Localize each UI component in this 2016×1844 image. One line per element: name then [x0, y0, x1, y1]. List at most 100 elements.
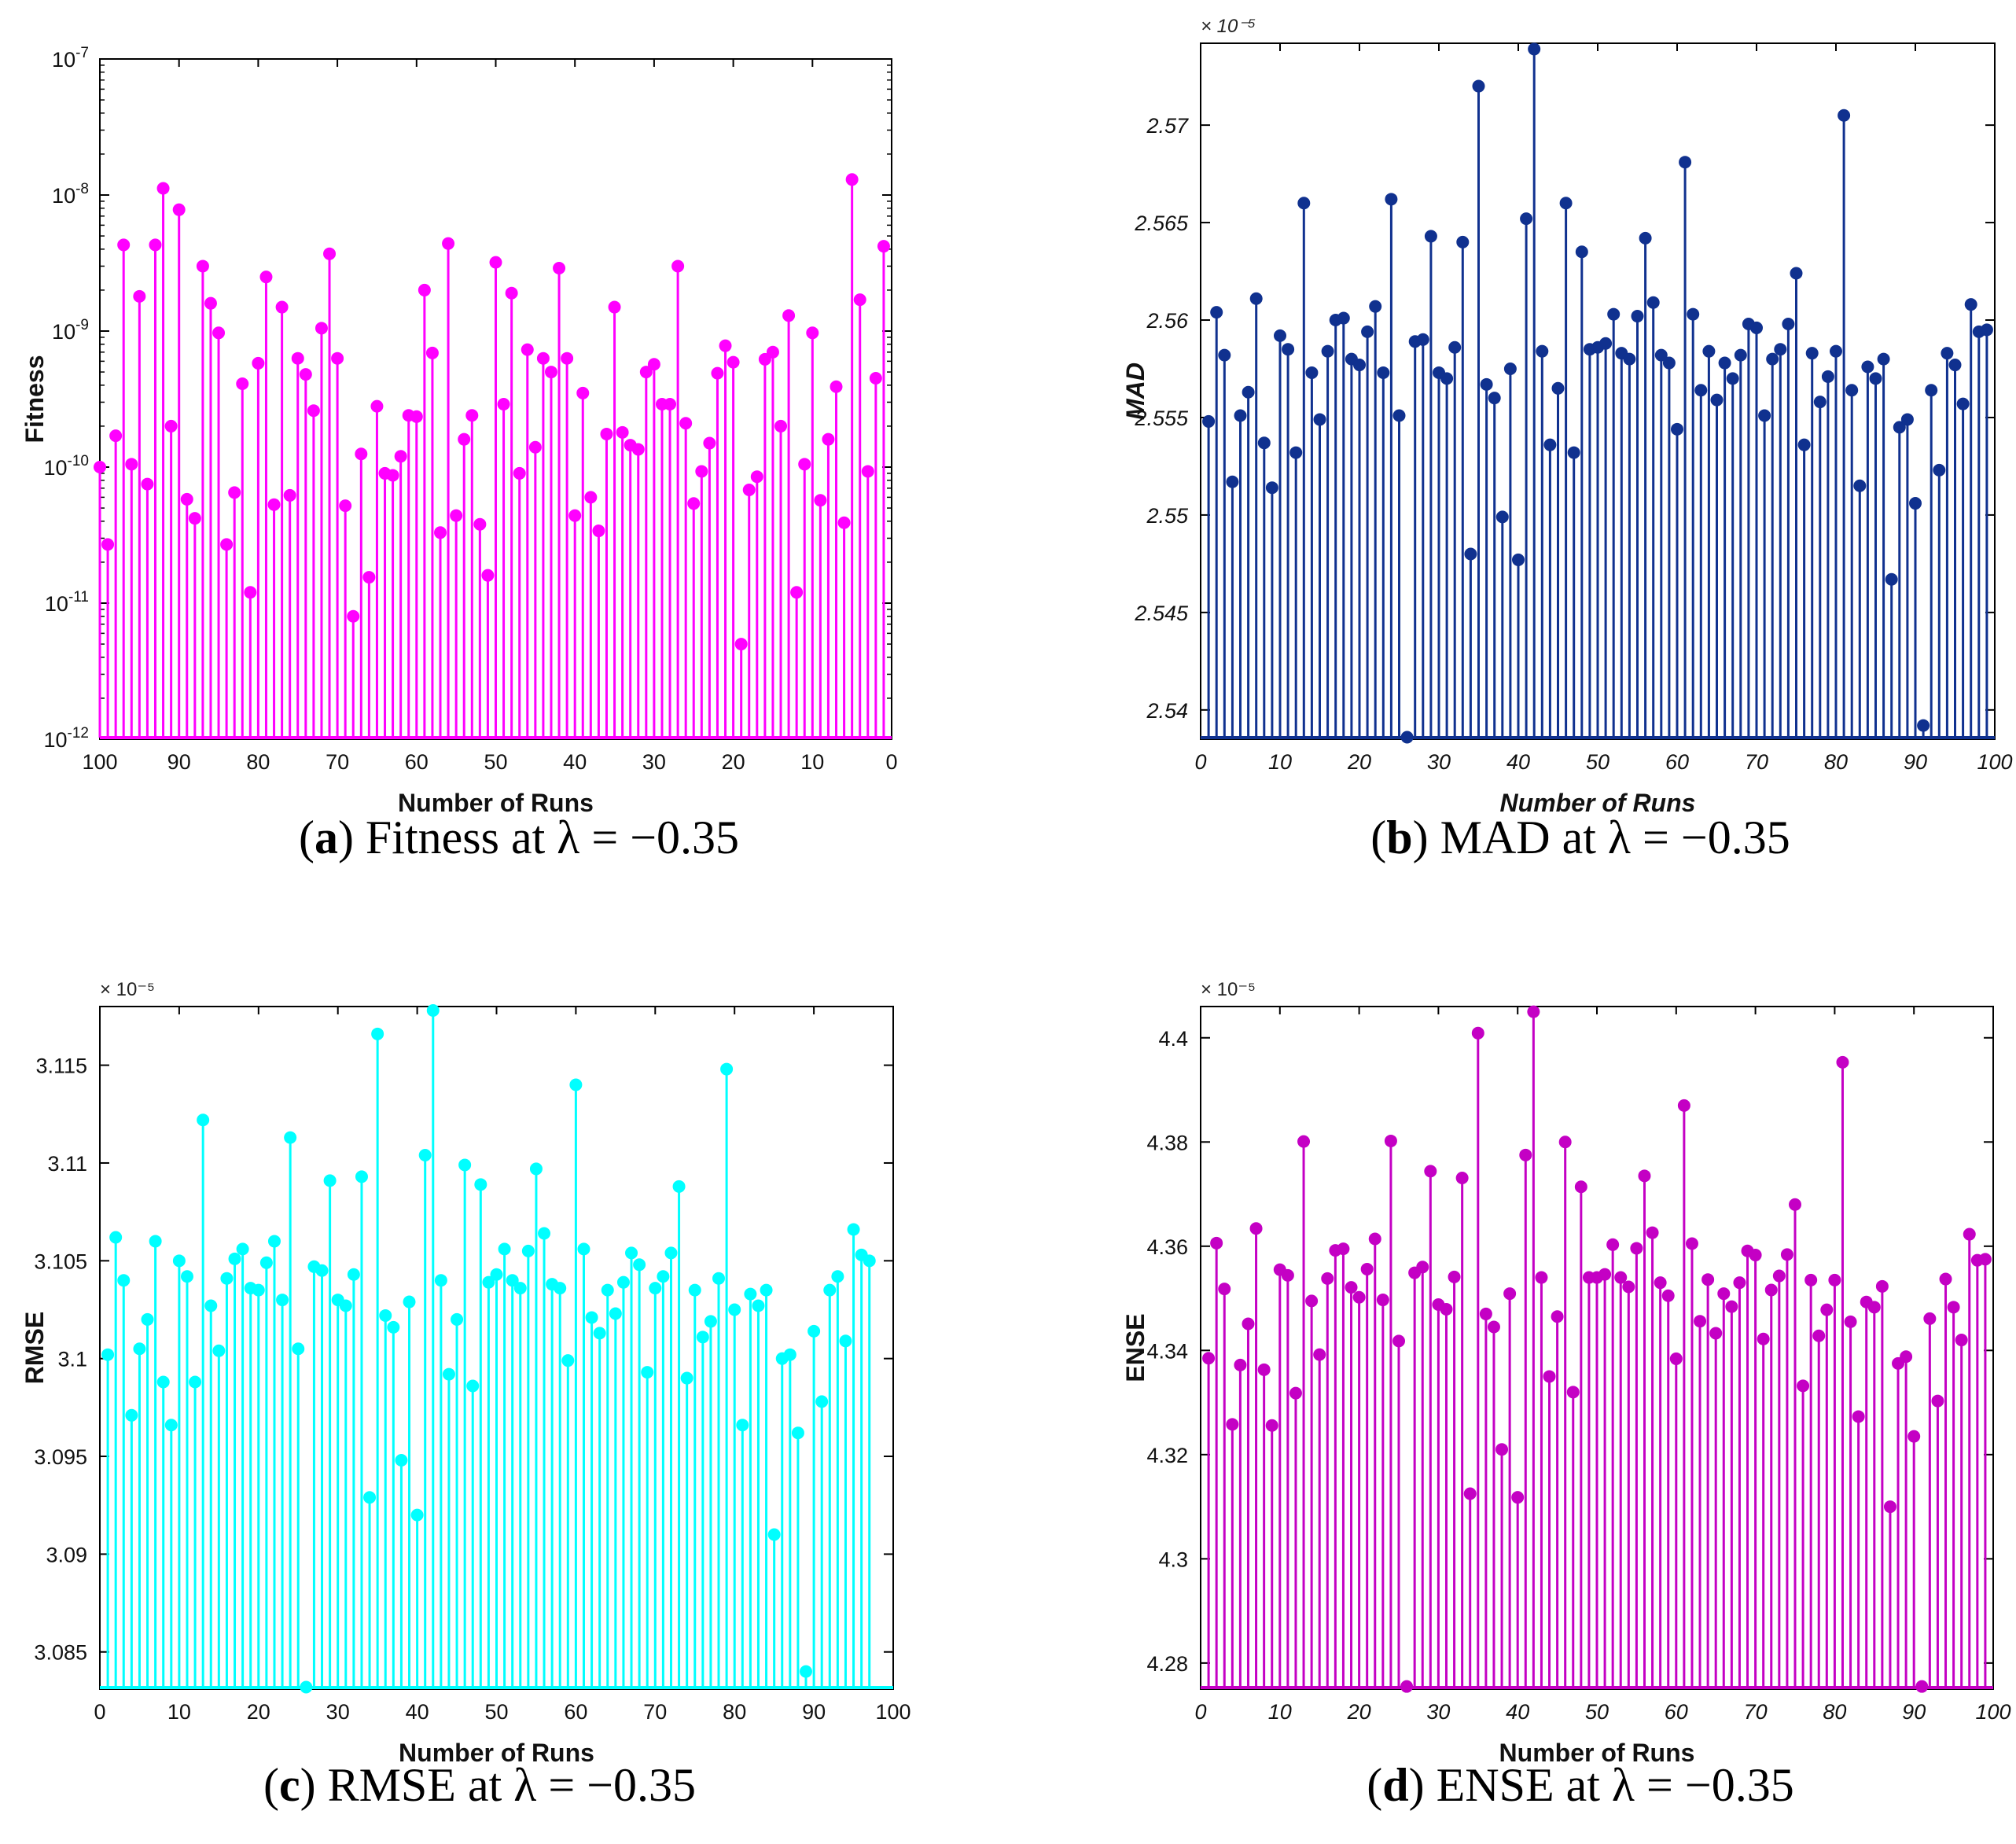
stem-marker — [1821, 370, 1834, 383]
stem-marker — [1210, 1236, 1223, 1250]
stem-marker — [339, 499, 352, 513]
stem-marker — [1599, 337, 1613, 350]
stem-marker — [1883, 1500, 1896, 1514]
stem-marker — [299, 368, 312, 381]
stem-marker — [760, 1283, 773, 1297]
stem-marker — [259, 1256, 273, 1269]
stem-marker — [783, 1348, 796, 1361]
stem-marker — [625, 1246, 638, 1260]
stem-marker — [585, 1311, 598, 1324]
stem-marker — [292, 1342, 305, 1356]
stem-marker — [355, 1170, 368, 1183]
stem-marker — [466, 1379, 480, 1393]
x-tick-label: 30 — [1427, 750, 1451, 774]
stem-marker — [1797, 438, 1811, 451]
stem-marker — [1900, 1350, 1913, 1364]
stem-marker — [370, 399, 384, 413]
stem-marker — [1218, 1283, 1231, 1296]
y-tick-label: 3.1 — [57, 1348, 87, 1371]
stem-marker — [1226, 1418, 1239, 1431]
stem-marker — [1710, 393, 1724, 407]
x-axis-title: Number of Runs — [1500, 789, 1696, 817]
subfigure-caption: (b) MAD at λ = −0.35 — [1370, 812, 1790, 863]
stem-marker — [1789, 1198, 1801, 1211]
stem-marker — [1694, 1315, 1707, 1328]
stem-marker — [371, 1027, 384, 1040]
stem-marker — [1893, 421, 1906, 434]
stem-marker — [1907, 1430, 1921, 1443]
stem-marker — [236, 1242, 249, 1256]
stem-marker — [1844, 1315, 1857, 1328]
stem-marker — [767, 1528, 781, 1541]
stem-marker — [758, 352, 771, 366]
stem-marker — [1368, 1232, 1381, 1246]
y-tick-label: 10-7 — [52, 45, 89, 72]
stem-marker — [418, 1149, 432, 1162]
y-tick-label: 3.095 — [34, 1445, 87, 1469]
stem-marker — [1480, 377, 1493, 391]
stem-marker — [267, 1235, 281, 1248]
stem-marker — [1520, 212, 1533, 226]
x-tick-label: 100 — [875, 1700, 911, 1724]
stem-marker — [101, 538, 115, 551]
stem-marker — [639, 366, 653, 379]
stem-marker — [1511, 1491, 1525, 1504]
stem-marker — [1353, 359, 1366, 372]
stem-marker — [1464, 547, 1477, 561]
stem-marker — [1242, 1317, 1255, 1331]
stem-marker — [109, 1231, 123, 1244]
stem-marker — [839, 1334, 852, 1348]
stem-marker — [1234, 409, 1247, 422]
y-tick-label: 2.54 — [1146, 699, 1188, 723]
stem-marker — [1456, 235, 1470, 248]
stem-marker — [593, 1327, 606, 1340]
x-axis-title: Number of Runs — [398, 789, 594, 817]
stem-marker — [1734, 348, 1747, 362]
stem-marker — [774, 419, 788, 432]
x-tick-label: 0 — [1194, 750, 1206, 774]
stem-marker — [1479, 1307, 1492, 1320]
stem-marker — [259, 271, 273, 284]
stem-marker — [513, 1282, 527, 1295]
stem-marker — [1321, 344, 1334, 358]
stem-marker — [1671, 422, 1683, 436]
stem-marker — [1766, 352, 1779, 366]
stem-marker — [1630, 1242, 1643, 1255]
stem-marker — [1424, 230, 1437, 243]
stem-marker — [244, 586, 257, 599]
stem-marker — [671, 259, 685, 273]
x-tick-label: 20 — [722, 750, 745, 774]
stem-marker — [1646, 1226, 1659, 1239]
stem-marker — [538, 1227, 551, 1240]
stem-marker — [1234, 1358, 1247, 1371]
stem-marker — [1226, 475, 1239, 488]
stem-marker — [696, 1331, 709, 1344]
stem-marker — [1661, 1289, 1675, 1302]
stem-marker — [284, 1131, 297, 1144]
stem-marker — [1623, 352, 1636, 366]
stem-marker — [695, 465, 708, 478]
stem-marker — [1249, 1222, 1263, 1235]
stem-marker — [410, 410, 423, 423]
stem-marker — [814, 494, 827, 507]
stem-marker — [1566, 1386, 1580, 1399]
stem-marker — [592, 524, 605, 538]
stem-marker — [577, 1242, 590, 1256]
stem-marker — [1535, 1271, 1548, 1284]
stem-marker — [1820, 1303, 1834, 1316]
stem-marker — [363, 1491, 377, 1504]
y-tick-label: 4.38 — [1146, 1131, 1188, 1154]
stem-marker — [815, 1395, 829, 1408]
stem-marker — [489, 256, 502, 269]
stem-marker — [315, 322, 328, 335]
stem-marker — [1955, 1334, 1968, 1347]
stem-marker — [1455, 1171, 1469, 1184]
x-tick-label: 20 — [247, 1700, 270, 1724]
x-axis-title: Number of Runs — [399, 1739, 594, 1767]
stem-marker — [101, 1348, 115, 1361]
stem-marker — [1757, 1332, 1770, 1345]
y-tick-label: 2.565 — [1134, 212, 1189, 235]
x-tick-label: 50 — [1585, 1700, 1609, 1724]
stem-marker — [204, 296, 217, 310]
stem-marker — [1909, 497, 1922, 510]
